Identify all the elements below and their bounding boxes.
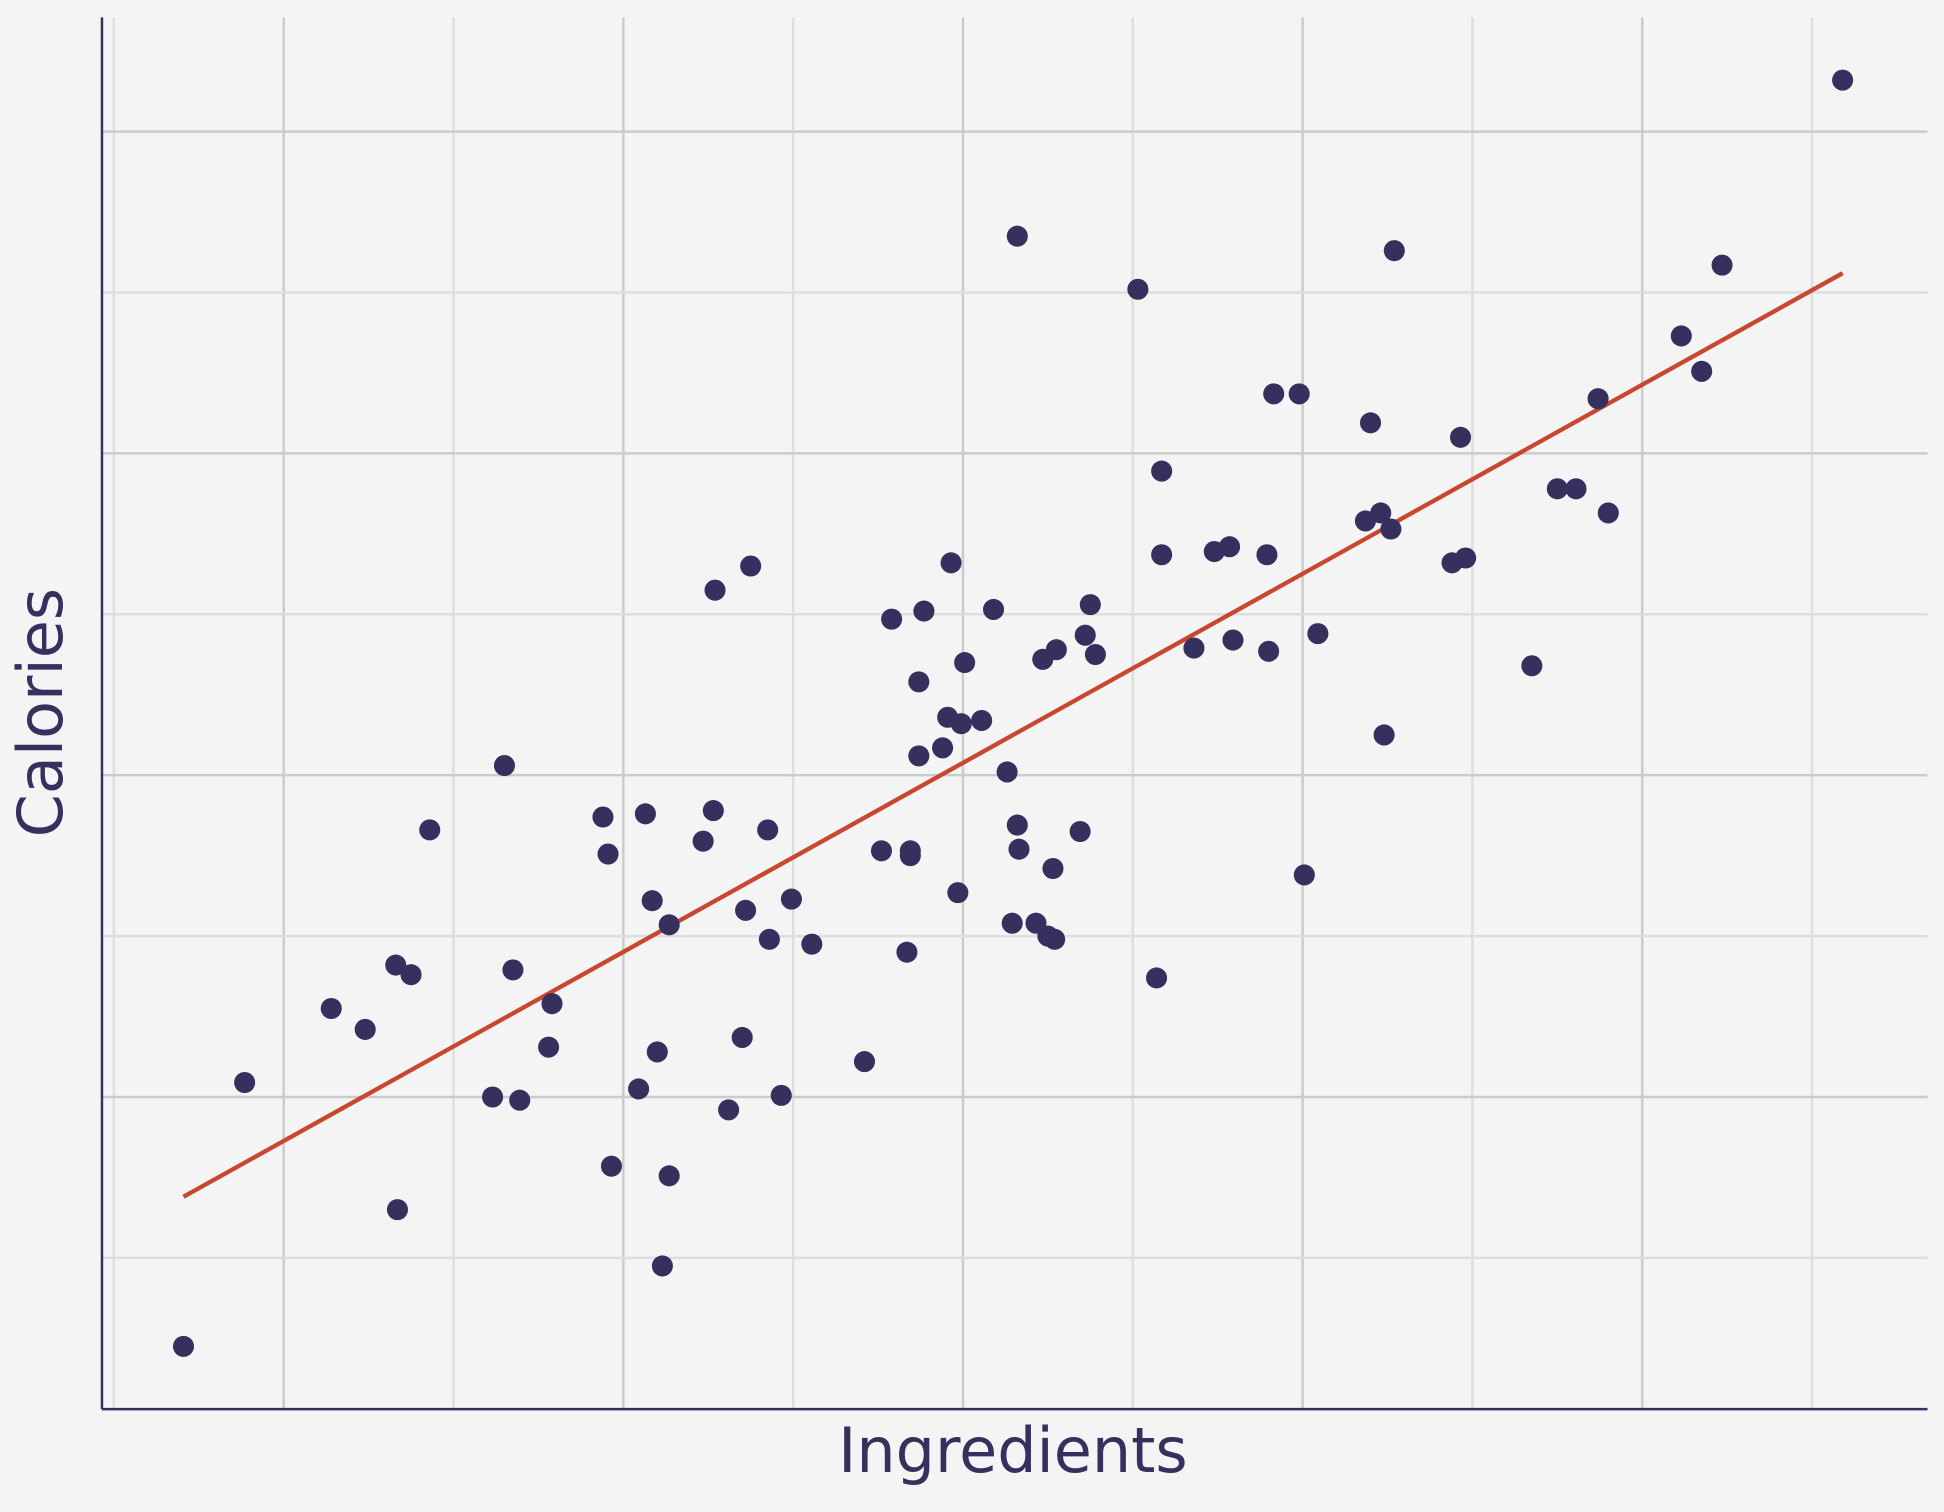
point [982,598,1005,620]
y-axis-title: Calories [4,588,77,837]
point [932,737,954,759]
point [1151,544,1173,566]
point [1006,225,1028,247]
point [592,806,614,828]
point [770,1084,792,1106]
point [853,1051,876,1073]
point [386,1199,408,1221]
point [1383,240,1405,262]
point [400,964,422,986]
point [1373,724,1395,746]
point [172,1335,195,1357]
point [1832,69,1854,91]
point [896,941,918,963]
point [913,600,935,622]
point [600,1155,622,1177]
point [1044,928,1066,950]
point [493,755,515,777]
point [658,914,680,936]
point [541,993,563,1015]
point [385,954,407,976]
point [320,997,342,1020]
point [354,1018,376,1040]
trend-line [182,271,1844,1199]
point [1258,640,1280,662]
point [735,899,757,921]
point [1006,814,1028,836]
point [641,890,663,912]
point [881,608,903,630]
point [1001,912,1023,934]
point [634,803,656,825]
point [1084,643,1106,666]
point [538,1036,560,1058]
point [1565,478,1587,500]
point [509,1089,531,1111]
point [502,959,524,981]
point [1183,637,1205,659]
point [1008,838,1030,860]
point [718,1099,740,1121]
point [950,713,972,735]
point [702,800,724,822]
point [996,761,1018,783]
point [1359,412,1382,434]
point [646,1041,668,1063]
point [731,1026,753,1048]
point [651,1255,673,1277]
point [419,819,441,841]
point [1127,278,1149,300]
point [801,933,823,955]
point [704,579,726,601]
point [628,1078,650,1100]
point [1293,864,1315,886]
point [1042,857,1064,880]
point [757,819,779,841]
point [899,845,921,867]
point [908,745,930,767]
point [1288,383,1310,405]
point [1546,478,1568,500]
point [870,840,892,862]
point [954,652,976,674]
point [1691,360,1713,382]
point [1587,388,1609,410]
point [971,709,993,732]
point [1146,967,1168,989]
point [1597,502,1619,524]
point [1263,383,1285,405]
point [482,1086,504,1108]
point [780,888,802,910]
point [1380,518,1402,540]
point [692,830,714,852]
point [1222,629,1244,651]
point [1670,325,1692,347]
point [1455,547,1477,569]
point [758,928,780,950]
point [597,843,619,865]
point [947,882,969,904]
point [658,1165,680,1187]
point [1151,460,1173,482]
point [1079,594,1101,616]
point [1521,655,1543,677]
point [1069,820,1091,843]
point [1219,536,1241,558]
point [1074,624,1096,646]
point [940,552,962,574]
point [1711,254,1733,276]
marks [172,69,1854,1357]
point [1256,544,1278,566]
point [1449,426,1472,448]
point [908,671,930,693]
point [1045,639,1067,661]
x-axis-title: Ingredients [838,1414,1188,1487]
point [1307,623,1329,645]
point [1370,502,1392,524]
point [234,1071,256,1094]
point [740,555,762,577]
